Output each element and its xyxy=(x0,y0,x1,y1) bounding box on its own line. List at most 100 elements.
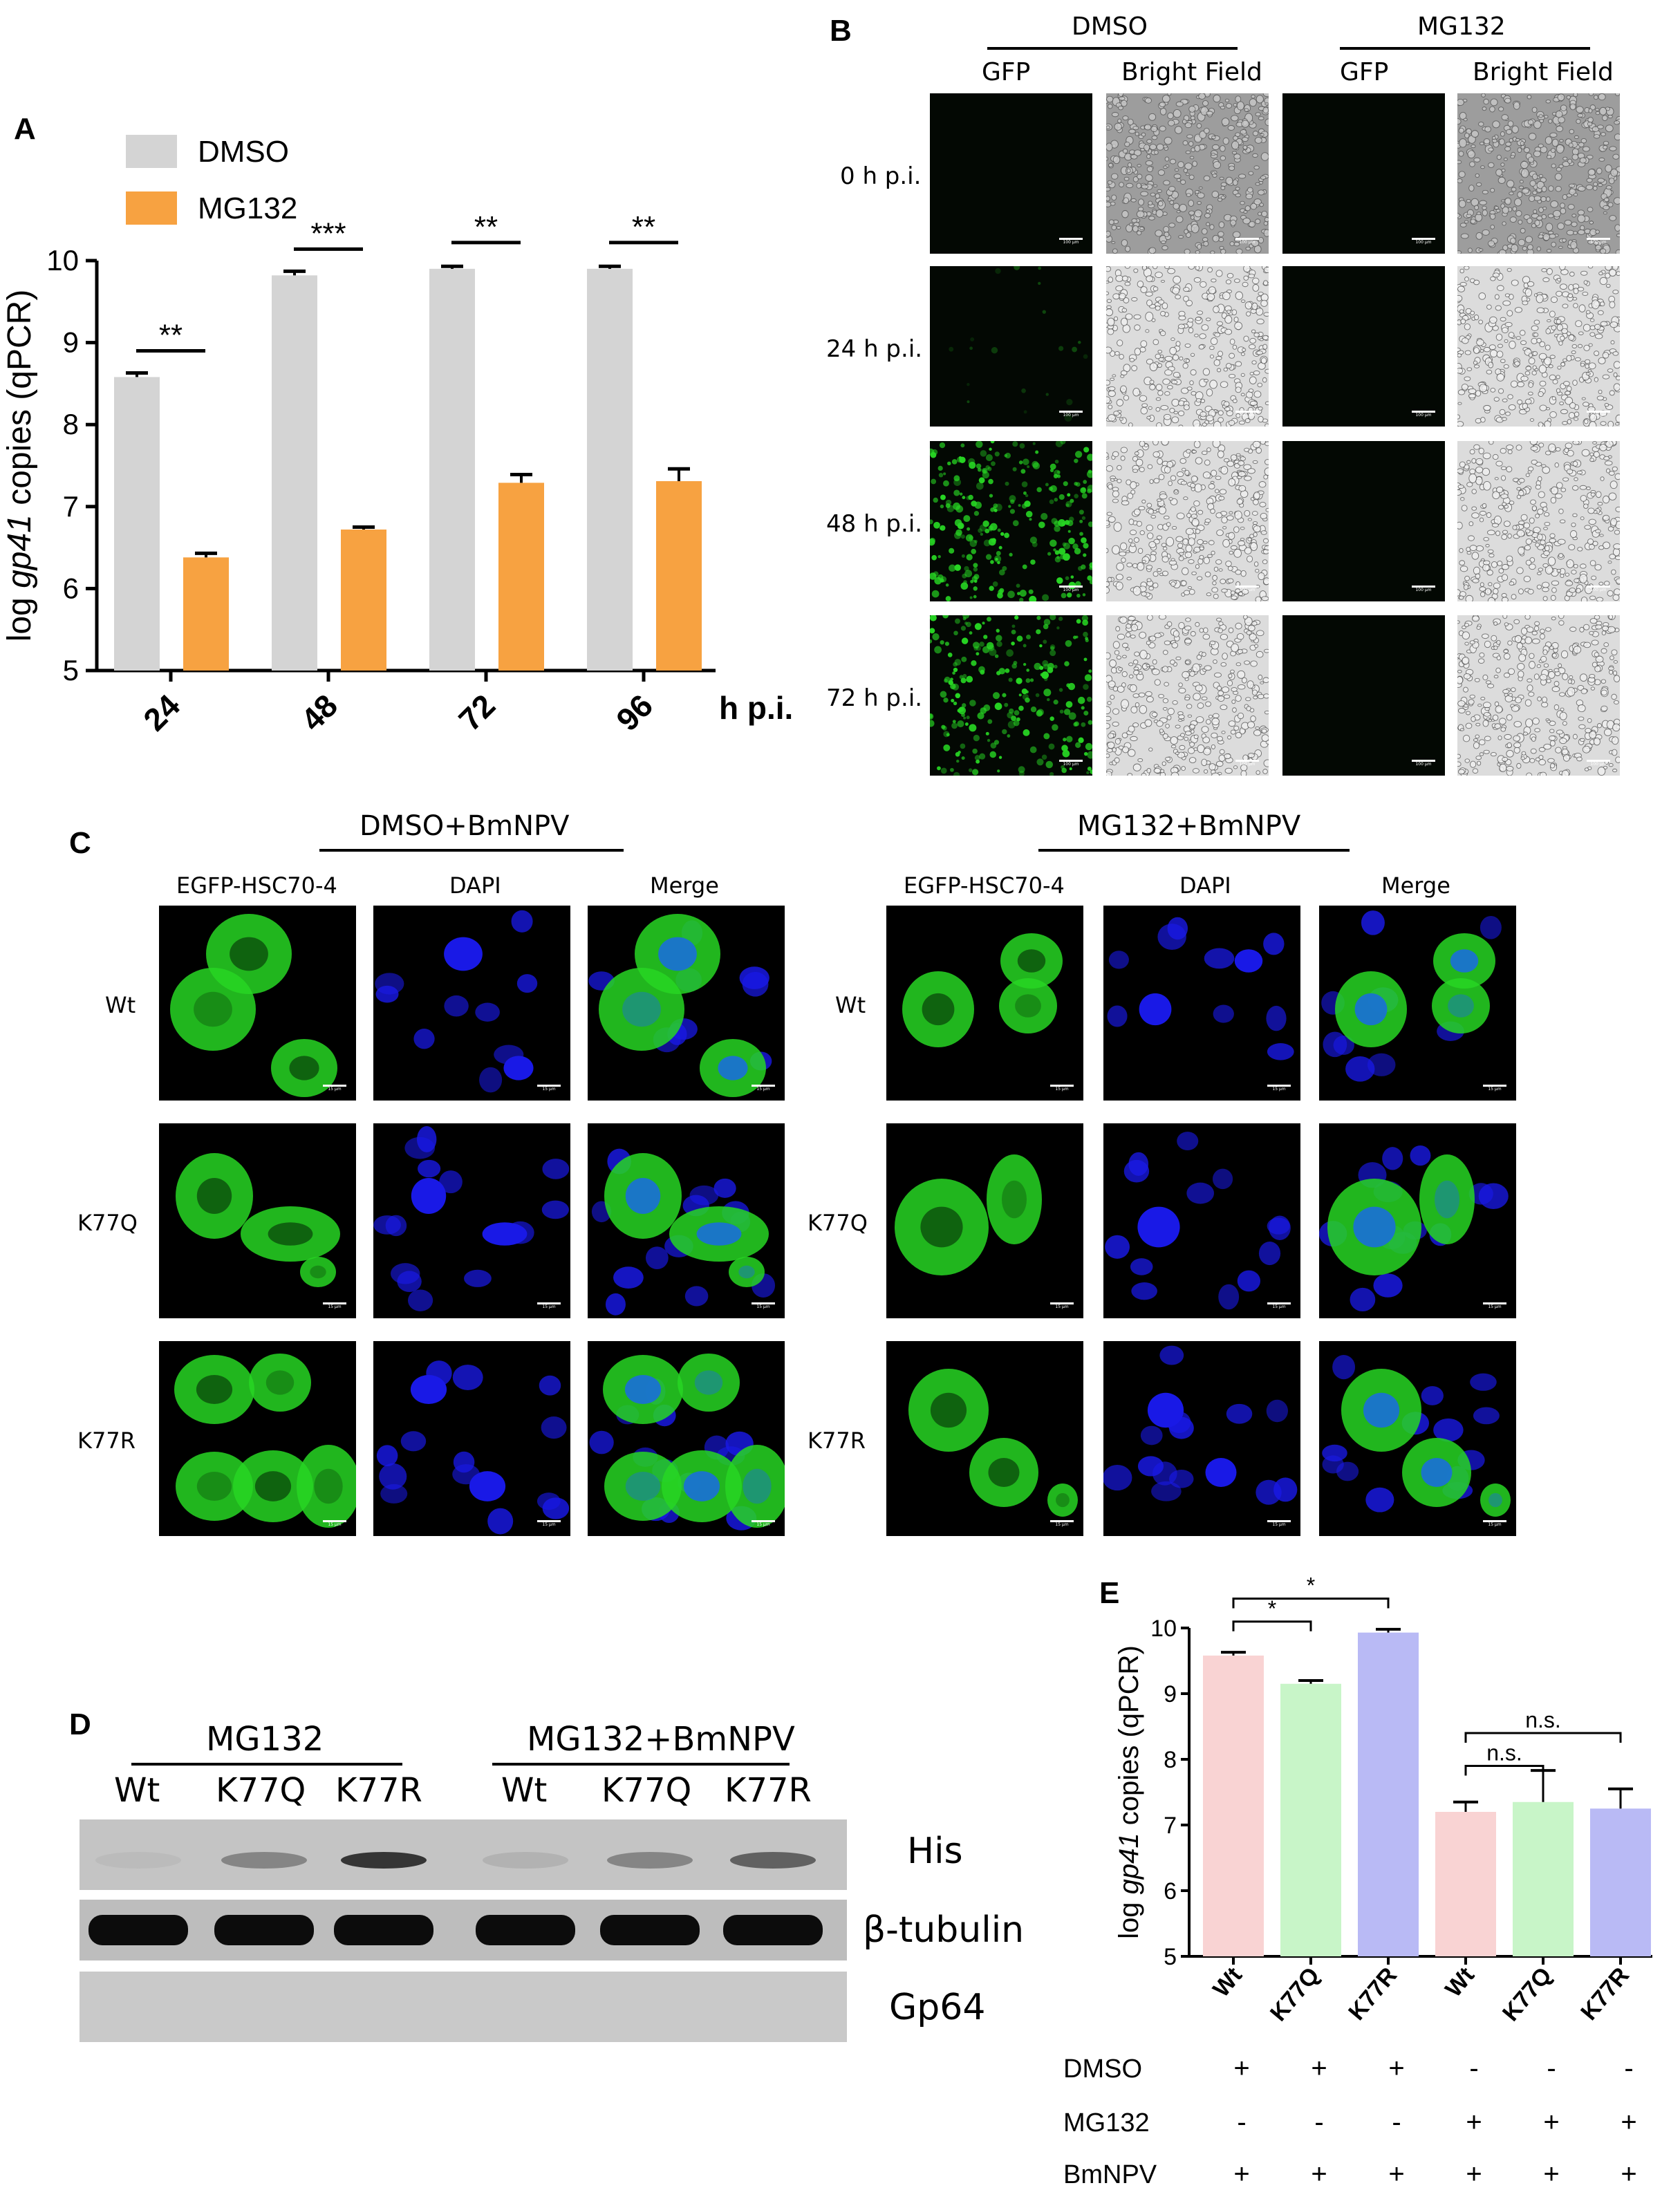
bf-cell xyxy=(1248,344,1256,350)
bf-cell xyxy=(1504,321,1513,328)
significance-bracket xyxy=(1232,1598,1390,1609)
bf-cell xyxy=(1501,114,1509,121)
bf-cell xyxy=(1551,325,1557,330)
scale-bar: 100 μm xyxy=(1235,411,1259,420)
scale-bar: 100 μm xyxy=(1587,238,1610,247)
bf-cell xyxy=(1495,169,1503,176)
bf-cell xyxy=(1533,673,1540,680)
bf-cell xyxy=(1235,193,1241,198)
bf-cell xyxy=(1524,699,1532,706)
bf-cell xyxy=(1459,281,1467,287)
nucleus xyxy=(475,1002,500,1022)
bf-cell xyxy=(1607,560,1612,564)
bf-cell xyxy=(1459,461,1466,468)
bf-cell xyxy=(1558,164,1564,169)
gfp-cell xyxy=(966,621,971,628)
gfp-image: 100 μm xyxy=(1282,93,1445,254)
bf-cell xyxy=(1243,615,1248,620)
bf-cell xyxy=(1263,759,1269,767)
scale-bar-label: 15 μm xyxy=(756,1304,770,1309)
scale-bar: 15 μm xyxy=(323,1520,346,1529)
bf-cell xyxy=(1171,380,1178,384)
bf-cell xyxy=(1263,474,1269,480)
panel-c-group-line-dmso xyxy=(319,849,624,852)
bf-cell xyxy=(1108,414,1116,422)
bf-cell xyxy=(1119,292,1126,299)
gfp-cell xyxy=(995,503,1002,512)
gfp-cell xyxy=(994,654,999,658)
bf-cell xyxy=(1500,359,1506,364)
y-label-suffix: copies (qPCR) xyxy=(1,290,38,514)
bf-cell xyxy=(1475,734,1480,739)
bf-cell xyxy=(1473,315,1480,321)
panel-c-row-label: K77Q xyxy=(808,1210,868,1236)
bf-cell xyxy=(1193,277,1202,283)
bf-cell xyxy=(1203,175,1211,181)
bf-cell xyxy=(1240,393,1245,397)
bf-cell xyxy=(1170,475,1177,481)
bf-cell xyxy=(1491,135,1496,140)
nucleus xyxy=(1373,1273,1403,1298)
gfp-cell xyxy=(943,698,949,703)
bf-cell xyxy=(1592,185,1598,191)
bf-cell xyxy=(1537,696,1542,702)
bf-cell xyxy=(1265,507,1269,512)
micrograph xyxy=(1282,441,1445,601)
bf-cell xyxy=(1136,182,1141,189)
cell-nucleus xyxy=(625,1177,661,1215)
bf-cell xyxy=(1141,772,1147,776)
bf-cell xyxy=(1183,590,1191,596)
bf-cell xyxy=(1238,485,1247,492)
bf-cell xyxy=(1538,353,1547,360)
bf-cell xyxy=(1243,210,1248,214)
bf-cell xyxy=(1572,485,1579,491)
nucleus xyxy=(1361,910,1385,935)
treatment-mark: - xyxy=(1314,2107,1324,2137)
bf-cell xyxy=(1506,714,1513,721)
bf-cell xyxy=(1537,533,1543,541)
bf-cell xyxy=(1532,350,1538,356)
gfp-cell xyxy=(1029,595,1037,601)
egfp-cell xyxy=(297,1445,356,1528)
bf-cell xyxy=(1128,725,1135,733)
bf-cell xyxy=(1141,403,1148,408)
bf-cell xyxy=(1190,215,1195,220)
bf-cell xyxy=(1165,723,1170,729)
bf-cell xyxy=(1545,99,1551,104)
bf-cell xyxy=(1235,622,1242,630)
bf-cell xyxy=(1493,397,1500,402)
gfp-cell xyxy=(1061,765,1065,769)
bf-cell xyxy=(1240,129,1247,135)
bf-cell xyxy=(1585,359,1591,364)
bf-cell xyxy=(1220,662,1227,667)
bf-cell xyxy=(1495,667,1501,673)
bf-cell xyxy=(1529,661,1536,669)
bf-cell xyxy=(1137,174,1143,180)
bf-cell xyxy=(1566,469,1574,474)
bf-cell xyxy=(1559,401,1565,406)
gfp-cell xyxy=(961,554,965,558)
bf-cell xyxy=(1238,540,1245,546)
bf-cell xyxy=(1192,160,1197,167)
bf-cell xyxy=(1615,249,1620,254)
bf-cell xyxy=(1569,129,1575,134)
nucleus xyxy=(1365,1487,1394,1513)
bf-cell xyxy=(1581,397,1586,400)
bf-cell xyxy=(1530,748,1537,754)
bf-cell xyxy=(1600,132,1606,137)
bf-cell xyxy=(1538,114,1543,118)
bf-cell xyxy=(1480,582,1484,587)
cell-nucleus xyxy=(1002,1180,1027,1219)
bf-cell xyxy=(1170,736,1178,745)
bf-cell xyxy=(1113,478,1118,481)
bf-cell xyxy=(1235,291,1243,300)
bf-cell xyxy=(1187,586,1192,590)
cell-nucleus xyxy=(743,1468,772,1504)
bf-cell xyxy=(1208,540,1215,545)
treatment-mark: - xyxy=(1237,2107,1247,2137)
bf-cell xyxy=(1482,205,1487,210)
bf-cell xyxy=(1246,706,1251,711)
y-label-prefix: log xyxy=(1114,1894,1144,1939)
bf-cell xyxy=(1253,498,1259,505)
bf-cell xyxy=(1184,730,1192,736)
